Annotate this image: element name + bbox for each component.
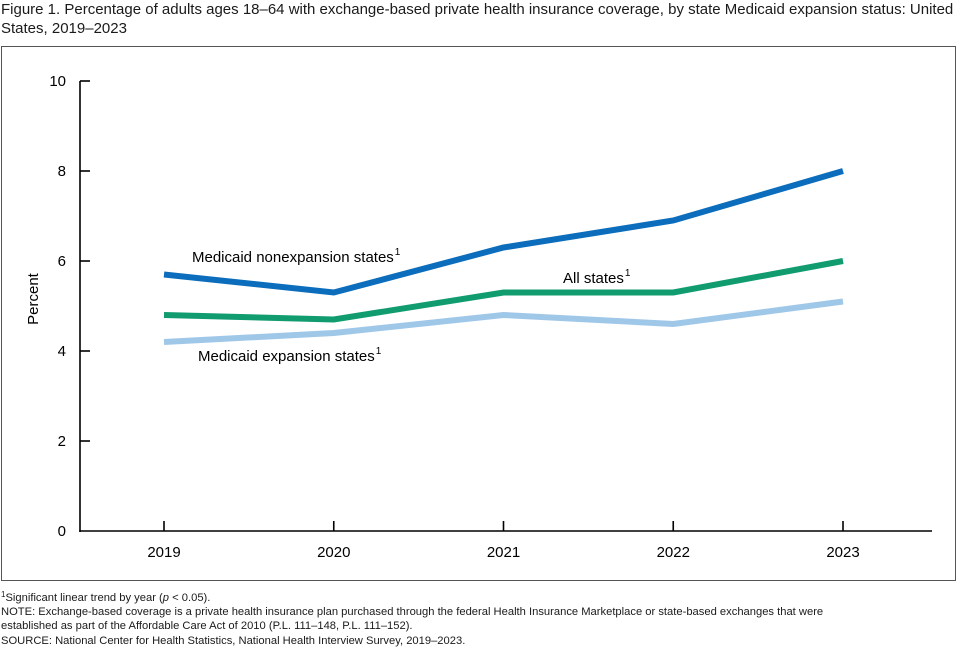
y-tick-label: 8 bbox=[58, 163, 66, 180]
y-tick-label: 10 bbox=[49, 73, 66, 90]
y-axis-label: Percent bbox=[25, 272, 42, 325]
x-tick-label: 2019 bbox=[147, 544, 180, 561]
series-label-expansion: Medicaid expansion states1 bbox=[198, 346, 382, 365]
series-label-nonexpansion: Medicaid nonexpansion states1 bbox=[192, 247, 401, 266]
series-label-all: All states1 bbox=[563, 268, 631, 287]
footnote-marker: 1 bbox=[376, 346, 382, 357]
series-label-text: Medicaid nonexpansion states bbox=[192, 249, 394, 266]
x-tick-label: 2020 bbox=[317, 544, 350, 561]
x-tick-label: 2021 bbox=[487, 544, 520, 561]
footnote-marker: 1 bbox=[625, 268, 631, 279]
chart-frame bbox=[1, 46, 956, 581]
series-label-text: All states bbox=[563, 270, 624, 287]
series-lines bbox=[163, 168, 844, 345]
y-tick-label: 0 bbox=[58, 523, 66, 540]
footnotes: 1Significant linear trend by year (p < 0… bbox=[1, 591, 959, 648]
y-tick-label: 4 bbox=[58, 343, 66, 360]
x-tick-label: 2023 bbox=[826, 544, 859, 561]
y-tick-label: 6 bbox=[58, 253, 66, 270]
source-line: SOURCE: National Center for Health Stati… bbox=[1, 634, 466, 647]
x-tick-label: 2022 bbox=[657, 544, 690, 561]
figure-title: Figure 1. Percentage of adults ages 18–6… bbox=[1, 1, 954, 37]
series-line-expansion bbox=[163, 298, 844, 345]
series-line-all bbox=[163, 258, 844, 323]
note-line-2: established as part of the Affordable Ca… bbox=[1, 620, 413, 633]
series-label-text: Medicaid expansion states bbox=[198, 348, 375, 365]
axes: 0 2 4 6 8 10 2019 2020 2021 2022 2023 bbox=[49, 73, 932, 561]
y-tick-label: 2 bbox=[58, 433, 66, 450]
note-line-1: NOTE: Exchange-based coverage is a priva… bbox=[1, 606, 824, 619]
footnote-significance: 1Significant linear trend by year (p < 0… bbox=[1, 590, 211, 605]
series-line-nonexpansion bbox=[163, 168, 844, 296]
footnote-marker: 1 bbox=[395, 247, 401, 258]
